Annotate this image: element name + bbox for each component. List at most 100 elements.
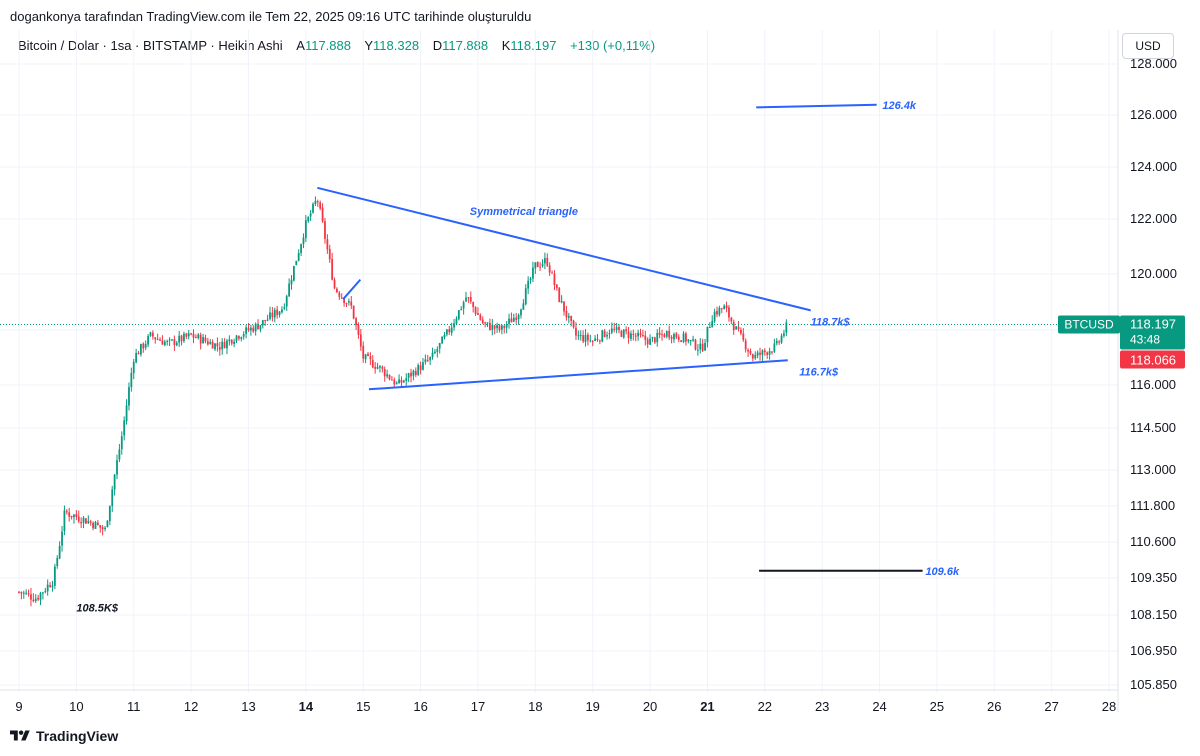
candle-body	[756, 352, 759, 356]
candle-body	[187, 333, 190, 337]
candle-body	[460, 308, 463, 310]
candle-body	[422, 362, 424, 370]
candle-body	[393, 379, 396, 385]
candle-body	[82, 517, 85, 523]
candle-body	[496, 325, 498, 329]
candle-body	[34, 598, 37, 602]
candle-body	[128, 387, 130, 406]
candle-body	[486, 322, 489, 324]
close-label: K	[501, 38, 511, 53]
candle-body	[778, 341, 781, 343]
candle-body	[347, 300, 350, 303]
candle-body	[307, 216, 310, 221]
candle-body	[85, 518, 87, 524]
candle-body	[783, 333, 785, 336]
candle-body	[168, 339, 171, 341]
annotation-label: 109.6k	[925, 566, 960, 578]
y-tick-label: 116.000	[1130, 377, 1176, 392]
candle-body	[668, 330, 671, 338]
candle-body	[87, 520, 90, 524]
candle-body	[245, 327, 247, 334]
candle-body	[345, 303, 348, 305]
candle-body	[565, 310, 568, 318]
x-tick-label: 12	[184, 699, 198, 714]
annotation-label: 126.4k	[882, 100, 917, 112]
candle-body	[484, 322, 487, 324]
candle-body	[108, 505, 111, 522]
candle-body	[192, 333, 195, 338]
candle-body	[252, 327, 255, 332]
ticker-tag-label: BTCUSD	[1064, 317, 1114, 331]
candle-body	[178, 335, 181, 343]
candle-body	[584, 334, 587, 342]
candle-body	[300, 244, 302, 253]
candle-body	[455, 318, 458, 324]
candle-body	[278, 311, 281, 315]
candle-body	[503, 326, 506, 329]
candle-body	[89, 521, 92, 523]
candle-body	[598, 340, 601, 342]
candle-body	[283, 307, 286, 309]
candle-body	[324, 221, 326, 239]
candle-body	[680, 340, 683, 342]
candle-body	[720, 308, 723, 310]
candle-body	[665, 331, 668, 337]
x-tick-label: 21	[700, 699, 714, 714]
candle-body	[622, 329, 625, 338]
candle-body	[359, 334, 362, 347]
candle-body	[20, 591, 23, 594]
x-tick-label: 24	[872, 699, 886, 714]
candle-body	[587, 334, 589, 341]
candle-body	[579, 334, 582, 336]
candle-body	[369, 356, 372, 360]
candle-body	[434, 351, 436, 354]
candle-body	[462, 302, 465, 309]
candle-body	[730, 317, 733, 322]
annotation-label: 108.5K$	[76, 602, 118, 614]
candle-body	[151, 332, 154, 337]
candle-body	[701, 343, 704, 351]
candle-body	[338, 292, 341, 297]
candle-body	[259, 325, 262, 330]
candle-body	[42, 592, 44, 594]
candle-body	[73, 514, 75, 518]
candle-body	[620, 330, 623, 337]
symbol-legend: Bitcoin / Dolar · 1sa · BITSTAMP · Heiki…	[18, 38, 655, 53]
candle-body	[379, 365, 381, 368]
candle-body	[641, 335, 644, 337]
candle-body	[771, 351, 773, 353]
candle-body	[677, 336, 680, 340]
candle-body	[331, 258, 334, 280]
candle-body	[218, 347, 221, 350]
symbol-name: Bitcoin / Dolar · 1sa · BITSTAMP · Heiki…	[18, 38, 283, 53]
annotation-label: 118.7k$	[811, 317, 851, 329]
candle-body	[163, 341, 166, 345]
candle-body	[194, 336, 197, 338]
candle-body	[61, 531, 63, 546]
candle-body	[649, 338, 651, 345]
candle-body	[99, 525, 102, 528]
candle-body	[309, 213, 312, 217]
candle-body	[266, 319, 269, 321]
candle-body	[651, 337, 654, 339]
candle-body	[238, 336, 240, 339]
candle-body	[204, 337, 207, 342]
candle-body	[682, 333, 685, 342]
candle-body	[302, 237, 305, 244]
candle-body	[137, 352, 140, 355]
candle-body	[517, 314, 520, 320]
candle-body	[77, 516, 80, 522]
candle-body	[754, 355, 757, 359]
candle-body	[744, 340, 747, 350]
candle-body	[589, 340, 592, 342]
high-label: Y	[364, 38, 374, 53]
candle-body	[355, 318, 357, 326]
candle-body	[130, 372, 133, 388]
candle-body	[489, 322, 491, 330]
candle-body	[65, 511, 68, 513]
candle-body	[438, 343, 441, 349]
currency-button[interactable]: USD	[1122, 33, 1174, 59]
candle-body	[723, 305, 726, 310]
candle-body	[656, 332, 659, 343]
